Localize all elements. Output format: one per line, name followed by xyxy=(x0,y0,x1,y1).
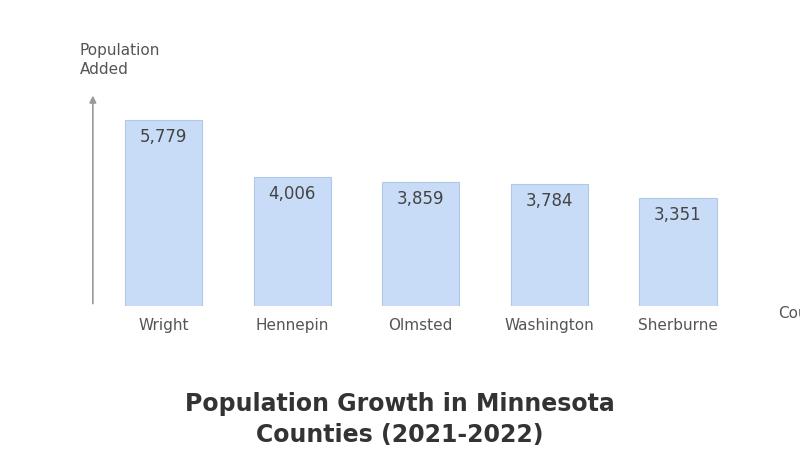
Text: County: County xyxy=(778,305,800,320)
Text: 3,351: 3,351 xyxy=(654,206,702,223)
Bar xyxy=(382,182,459,307)
Bar xyxy=(254,178,330,307)
Text: 3,784: 3,784 xyxy=(526,192,573,210)
Bar xyxy=(639,199,717,307)
Text: Population
Added: Population Added xyxy=(80,43,160,77)
Text: 4,006: 4,006 xyxy=(269,184,316,202)
Text: Population Growth in Minnesota
Counties (2021-2022): Population Growth in Minnesota Counties … xyxy=(185,391,615,446)
Text: 5,779: 5,779 xyxy=(140,127,187,145)
Bar xyxy=(125,120,202,307)
Text: 3,859: 3,859 xyxy=(397,189,445,207)
Bar xyxy=(511,185,588,307)
